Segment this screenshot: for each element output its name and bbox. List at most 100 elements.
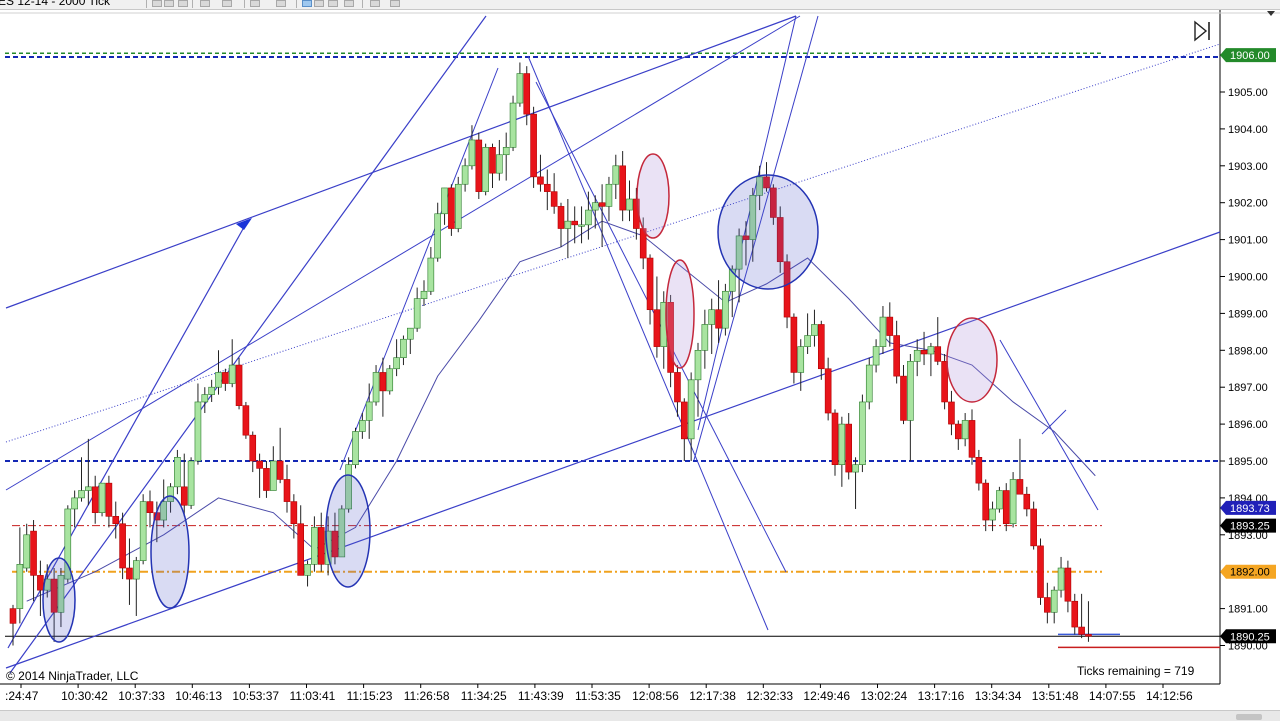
candle-body[interactable] (119, 523, 126, 569)
candle-body[interactable] (235, 364, 243, 406)
candle-body[interactable] (783, 261, 791, 318)
cursor-icon[interactable] (222, 0, 232, 7)
draw-tool-icon[interactable] (164, 0, 174, 7)
play-to-end-icon[interactable] (1194, 20, 1208, 42)
candle-body[interactable] (1064, 567, 1072, 602)
candle-body[interactable] (406, 327, 414, 340)
candle-body[interactable] (496, 154, 503, 174)
candle-body[interactable] (297, 523, 305, 576)
candle-body[interactable] (249, 434, 257, 462)
right-margin-toggle-bg[interactable] (1192, 20, 1212, 40)
candle-body[interactable] (886, 316, 894, 336)
horizontal-scrollbar[interactable] (0, 710, 1280, 721)
candle-body[interactable] (126, 567, 133, 580)
candle-body[interactable] (907, 361, 914, 421)
candle-body[interactable] (222, 372, 229, 384)
candle-body[interactable] (71, 497, 78, 510)
candle-body[interactable] (304, 564, 311, 576)
candle-body[interactable] (708, 309, 716, 325)
candle-body[interactable] (393, 357, 400, 370)
candle-body[interactable] (797, 346, 805, 373)
candle-body[interactable] (879, 316, 887, 347)
candle-body[interactable] (160, 501, 167, 521)
data-box-icon[interactable] (344, 0, 354, 7)
candle-body[interactable] (701, 324, 709, 351)
candle-body[interactable] (242, 405, 250, 436)
candle-body[interactable] (811, 324, 818, 336)
scrollbar-grip[interactable] (1236, 714, 1262, 720)
candle-body[interactable] (845, 423, 853, 473)
candle-body[interactable] (626, 198, 633, 211)
candle-body[interactable] (817, 324, 825, 370)
candle-body[interactable] (954, 423, 962, 440)
indicators-icon[interactable] (302, 0, 312, 7)
chart-trader-icon[interactable] (276, 0, 286, 7)
candle-body[interactable] (37, 575, 44, 591)
candle-body[interactable] (133, 560, 140, 580)
candle-body[interactable] (201, 394, 209, 403)
candle-body[interactable] (557, 206, 565, 229)
candle-body[interactable] (605, 183, 613, 207)
candle-body[interactable] (57, 575, 65, 613)
candle-body[interactable] (489, 147, 496, 174)
candle-body[interactable] (516, 73, 524, 104)
candle-body[interactable] (50, 578, 58, 613)
candle-body[interactable] (1037, 545, 1044, 598)
candle-body[interactable] (91, 486, 99, 513)
candle-body[interactable] (256, 460, 263, 469)
panel-dropdown-icon[interactable] (1264, 6, 1278, 20)
candle-body[interactable] (112, 516, 120, 525)
candle-body[interactable] (735, 235, 743, 270)
candle-body[interactable] (1044, 597, 1051, 613)
candle-body[interactable] (913, 349, 921, 362)
candle-body[interactable] (715, 309, 722, 329)
candle-body[interactable] (263, 468, 270, 491)
candle-body[interactable] (989, 508, 996, 521)
candle-body[interactable] (934, 346, 942, 362)
candle-body[interactable] (982, 482, 990, 521)
candle-body[interactable] (276, 460, 284, 480)
candle-body[interactable] (434, 213, 442, 259)
candle-body[interactable] (345, 464, 352, 510)
candle-body[interactable] (776, 217, 784, 263)
zoom-in-icon[interactable] (178, 0, 188, 7)
strategies-icon[interactable] (314, 0, 324, 7)
candle-body[interactable] (893, 335, 900, 377)
candle-body[interactable] (338, 508, 346, 558)
zoom-out-icon[interactable] (200, 0, 210, 7)
candle-body[interactable] (674, 372, 681, 403)
candle-body[interactable] (482, 147, 489, 192)
candle-body[interactable] (1002, 490, 1010, 525)
candle-body[interactable] (1009, 479, 1017, 525)
candle-body[interactable] (9, 608, 17, 624)
candle-body[interactable] (98, 482, 106, 513)
candle-body[interactable] (543, 183, 551, 192)
candle-body[interactable] (790, 316, 798, 373)
candle-body[interactable] (680, 401, 688, 440)
candle-body[interactable] (502, 147, 510, 156)
candle-body[interactable] (749, 195, 757, 240)
candle-body[interactable] (1071, 600, 1079, 628)
candle-body[interactable] (413, 298, 421, 329)
candle-body[interactable] (509, 102, 517, 148)
candle-body[interactable] (30, 530, 37, 576)
candle-body[interactable] (920, 349, 928, 355)
candle-body[interactable] (763, 176, 770, 189)
candle-body[interactable] (996, 490, 1003, 510)
candle-body[interactable] (824, 368, 832, 414)
candle-body[interactable] (331, 530, 339, 558)
bar-type-icon[interactable] (370, 0, 380, 7)
candle-body[interactable] (16, 564, 24, 609)
candle-body[interactable] (728, 268, 736, 292)
candle-body[interactable] (550, 191, 558, 207)
candle-body[interactable] (756, 176, 763, 196)
candle-body[interactable] (420, 290, 428, 299)
candle-body[interactable] (1030, 508, 1037, 547)
candle-body[interactable] (1057, 567, 1065, 591)
candle-body[interactable] (1078, 626, 1085, 635)
candle-body[interactable] (948, 401, 955, 425)
candle-body[interactable] (865, 364, 873, 403)
candle-body[interactable] (23, 534, 31, 569)
candle-body[interactable] (1023, 493, 1031, 510)
